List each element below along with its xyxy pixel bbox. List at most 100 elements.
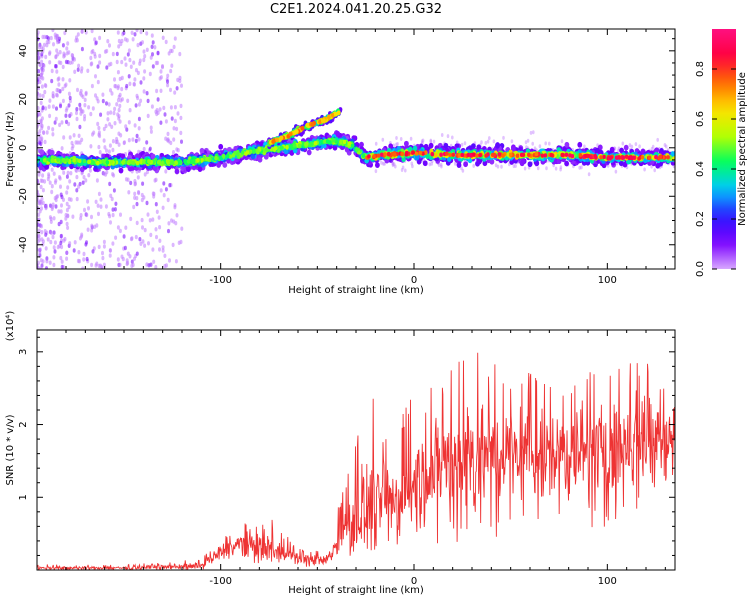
noise-dot: [38, 93, 42, 98]
ridge-point: [534, 151, 539, 157]
noise-dot: [115, 59, 119, 65]
ridge-point: [77, 158, 82, 164]
noise-dot: [56, 244, 60, 250]
ridge-point: [520, 158, 526, 165]
noise-dot: [180, 226, 184, 231]
noise-dot: [116, 70, 120, 75]
noise-dot: [395, 136, 398, 140]
noise-dot: [60, 264, 64, 269]
ridge-point: [186, 166, 191, 173]
noise-dot: [159, 69, 163, 74]
noise-dot: [163, 112, 167, 117]
ridge-point: [118, 167, 124, 174]
noise-dot: [40, 116, 44, 121]
noise-dot: [630, 144, 634, 149]
noise-dot: [51, 94, 55, 99]
noise-dot: [64, 113, 68, 118]
ridge-point: [342, 139, 347, 145]
ridge-point: [468, 153, 473, 158]
noise-dot: [165, 263, 168, 268]
noise-dot: [55, 33, 59, 39]
ridge-point: [174, 160, 178, 166]
noise-dot: [116, 84, 120, 89]
ridge-point: [157, 159, 162, 164]
noise-dot: [54, 197, 58, 203]
colorbar-tick-label: 0.4: [695, 161, 706, 177]
noise-dot: [178, 75, 182, 81]
noise-dot: [94, 93, 97, 98]
noise-dot: [73, 240, 77, 245]
noise-dot: [554, 166, 558, 171]
noise-dot: [179, 239, 183, 245]
noise-dot: [124, 62, 128, 67]
noise-dot: [100, 266, 104, 269]
noise-dot: [75, 188, 79, 193]
noise-dot: [43, 89, 47, 95]
noise-dot: [173, 118, 177, 124]
noise-dot: [52, 245, 56, 250]
ridge-point: [325, 139, 330, 144]
noise-dot: [108, 122, 112, 127]
ridge-point: [332, 144, 338, 151]
ridge-point: [335, 130, 341, 137]
ridge-point: [160, 160, 165, 166]
noise-dot: [116, 98, 120, 103]
noise-dot: [492, 139, 496, 144]
noise-dot: [544, 141, 547, 146]
noise-dot: [113, 77, 116, 82]
noise-dot: [421, 138, 425, 143]
ridge-point: [222, 162, 228, 168]
noise-dot: [130, 259, 134, 264]
noise-dot: [61, 77, 65, 82]
noise-dot: [133, 191, 137, 196]
ridge-point: [170, 160, 174, 165]
ridge-point: [451, 152, 456, 157]
noise-dot: [37, 37, 40, 42]
noise-dot: [124, 177, 128, 182]
noise-dot: [151, 64, 155, 69]
ridge-point: [250, 153, 256, 160]
ridge-point: [251, 149, 256, 155]
noise-dot: [75, 168, 78, 173]
figure-title: C2E1.2024.041.20.25.G32: [269, 2, 443, 17]
ridge-point: [359, 141, 364, 148]
noise-dot: [37, 137, 40, 142]
noise-dot: [83, 103, 87, 108]
noise-dot: [166, 137, 170, 142]
noise-dot: [146, 212, 150, 217]
ridge-point: [430, 152, 435, 157]
ridge-point: [478, 153, 482, 158]
noise-dot: [82, 175, 86, 180]
ridge-point: [257, 156, 263, 163]
noise-dot: [43, 83, 47, 88]
noise-dot: [113, 207, 117, 212]
noise-dot: [64, 82, 68, 87]
noise-dot: [40, 230, 44, 235]
ridge-point: [265, 147, 269, 152]
noise-dot: [48, 50, 52, 55]
noise-dot: [437, 163, 441, 167]
ridge-point: [39, 149, 45, 155]
noise-dot: [44, 106, 48, 111]
noise-dot: [39, 184, 43, 190]
branch-point: [294, 129, 299, 135]
noise-dot: [400, 168, 404, 172]
noise-dot: [128, 108, 132, 113]
noise-dot: [439, 162, 443, 167]
noise-dot: [155, 111, 159, 117]
noise-dot: [45, 266, 48, 269]
noise-dot: [112, 188, 116, 193]
noise-dot: [105, 170, 109, 175]
noise-dot: [108, 253, 112, 258]
noise-dot: [37, 172, 41, 177]
ridge-point: [448, 152, 452, 158]
noise-dot: [156, 97, 160, 102]
noise-dot: [117, 38, 121, 44]
noise-dot: [85, 212, 89, 218]
noise-dot: [96, 99, 100, 104]
noise-dot: [94, 40, 98, 45]
noise-dot: [120, 97, 124, 102]
noise-dot: [115, 51, 119, 57]
noise-dot: [172, 137, 176, 142]
noise-dot: [85, 240, 88, 245]
